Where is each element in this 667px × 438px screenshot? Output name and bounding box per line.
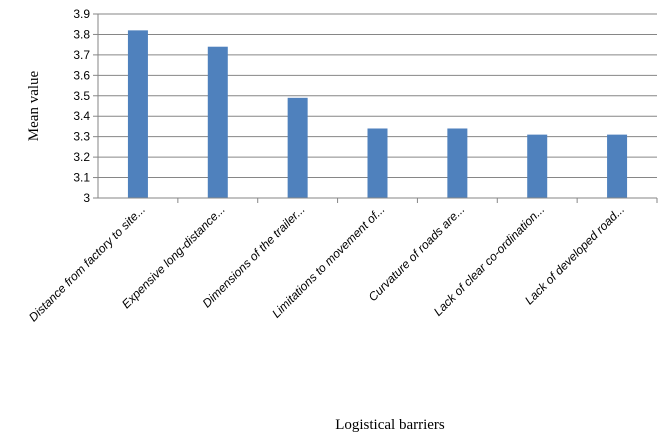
bar — [367, 128, 388, 198]
y-tick-label: 3.6 — [73, 68, 90, 82]
y-tick-label: 3.3 — [73, 130, 90, 144]
x-tick-labels: Distance from factory to site...Expensiv… — [26, 202, 627, 324]
bar — [127, 30, 148, 198]
y-tick-label: 3.9 — [73, 7, 90, 21]
y-tick-label: 3.7 — [73, 48, 90, 62]
bar — [447, 128, 468, 198]
bar — [527, 134, 548, 198]
y-tick-labels: 3 3.1 3.2 3.3 3.4 3.5 3.6 3.7 3.8 3.9 — [73, 7, 90, 205]
y-axis-title: Mean value — [26, 70, 42, 141]
y-tick-label: 3 — [83, 191, 90, 205]
bar — [207, 46, 228, 198]
gridlines — [98, 13, 657, 179]
y-tick-label: 3.2 — [73, 150, 90, 164]
y-tick-label: 3.8 — [73, 27, 90, 41]
bar — [607, 134, 628, 198]
axes — [93, 13, 658, 203]
bar — [287, 97, 308, 198]
bars — [127, 30, 628, 198]
y-tick-label: 3.4 — [73, 109, 90, 123]
y-tick-label: 3.5 — [73, 89, 90, 103]
x-axis-title: Logistical barriers — [335, 417, 445, 433]
y-tick-label: 3.1 — [73, 171, 90, 185]
